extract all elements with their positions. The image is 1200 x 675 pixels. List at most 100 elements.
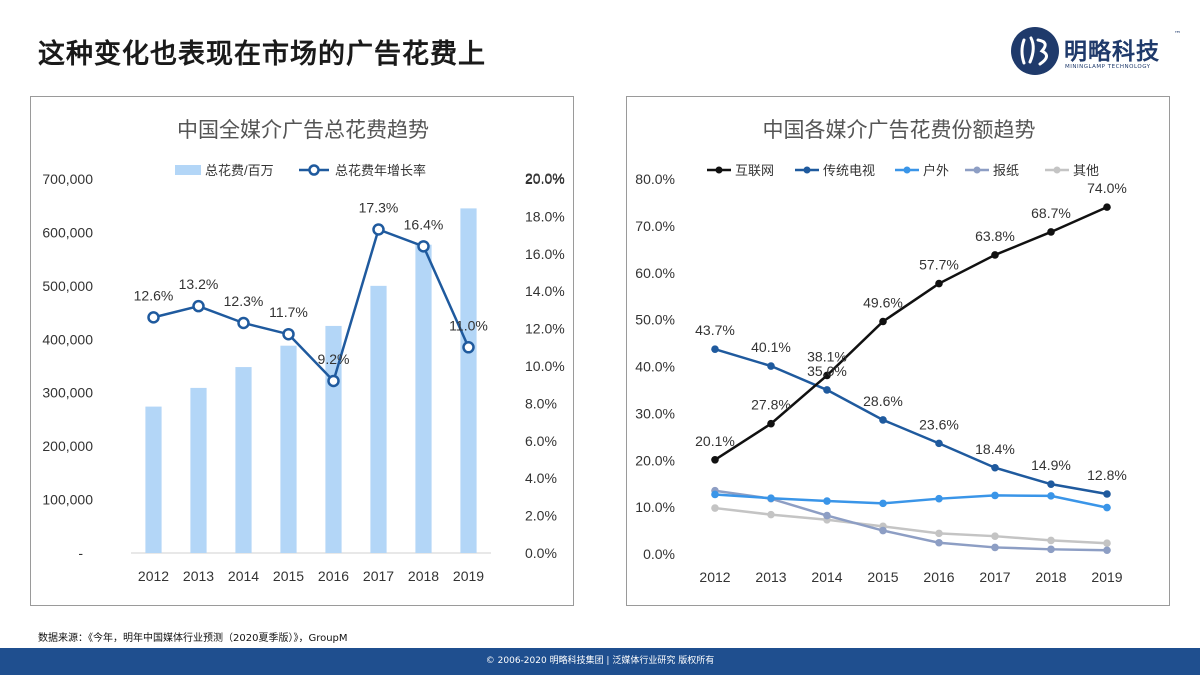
x-tick-label: 2017 (363, 568, 394, 584)
legend-label: 互联网 (735, 163, 774, 178)
legend-marker-growth (308, 164, 320, 176)
legend-label-bars: 总花费/百万 (205, 163, 274, 178)
series-point-other (1103, 539, 1111, 548)
y-left-tick-label: 300,000 (42, 385, 93, 401)
data-label-tv: 35.0% (807, 363, 847, 379)
x-tick-label: 2016 (318, 568, 349, 584)
growth-data-label: 9.2% (318, 351, 350, 367)
growth-point (462, 341, 475, 354)
series-point-internet (823, 371, 831, 380)
bar (370, 285, 387, 553)
x-tick-label: 2018 (1035, 569, 1066, 585)
y-left-tick-label: 600,000 (42, 224, 93, 240)
series-point-outdoor (991, 491, 999, 500)
series-point-tv (711, 345, 719, 353)
growth-data-label: 16.4% (404, 216, 444, 232)
x-tick-label: 2013 (755, 569, 786, 585)
series-point-internet (711, 455, 719, 464)
series-point-tv (1047, 480, 1055, 488)
series-point-tv (1103, 490, 1111, 498)
bar (190, 387, 207, 553)
y-tick-label: 10.0% (635, 499, 675, 515)
data-source-note: 数据来源：《今年，明年中国媒体行业预测（2020夏季版）》，GroupM (38, 633, 348, 644)
growth-point (327, 374, 340, 388)
x-tick-label: 2017 (979, 569, 1010, 585)
logo-name: 明略科技 (1064, 39, 1160, 65)
y-left-tick-label: 100,000 (42, 492, 93, 508)
growth-data-label: 11.7% (269, 304, 308, 320)
x-tick-label: 2016 (923, 569, 954, 585)
series-point-tv (991, 463, 999, 472)
y-left-tick-label: 400,000 (42, 331, 93, 347)
legend-label: 其他 (1073, 163, 1099, 178)
y-tick-label: 20.0% (635, 452, 675, 468)
series-point-internet (1047, 228, 1055, 236)
series-point-other (711, 504, 719, 512)
legend-swatch-bars (175, 165, 201, 175)
y-right-tick-label: 4.0% (525, 470, 557, 486)
x-tick-label: 2014 (228, 568, 259, 584)
logo-mark-icon (1011, 27, 1059, 75)
legend-label: 户外 (923, 163, 949, 178)
data-label-tv: 40.1% (751, 339, 791, 355)
data-label-tv: 43.7% (695, 322, 735, 338)
growth-point (372, 223, 385, 236)
series-point-other (1047, 536, 1055, 545)
series-point-other (935, 529, 943, 538)
data-label-tv: 14.9% (1031, 457, 1071, 473)
logo-subtitle: MININGLAMP TECHNOLOGY (1065, 64, 1151, 70)
data-label-tv: 12.8% (1087, 467, 1127, 483)
legend-marker (973, 166, 981, 174)
y-right-tick-label: 18.0% (525, 208, 565, 224)
media-share-chart-panel: 中国各媒介广告花费份额趋势 互联网 传统电视 户外 报纸 其他 0.0% 10.0% 20.0%… (626, 96, 1170, 606)
x-tick-label: 2015 (867, 569, 898, 585)
series-line-newspaper (714, 489, 1108, 552)
series-point-outdoor (711, 490, 719, 499)
y-tick-label: 70.0% (635, 218, 675, 234)
y-left-tick-label: - (78, 545, 83, 561)
legend-marker (1053, 166, 1061, 174)
series-point-tv (767, 362, 775, 370)
series-point-outdoor (823, 497, 831, 505)
y-tick-label: 40.0% (635, 359, 675, 375)
bar (145, 406, 162, 553)
growth-data-label: 17.3% (359, 199, 399, 215)
x-tick-label: 2015 (273, 568, 304, 584)
y-left-tick-label: 500,000 (42, 278, 93, 294)
series-point-other (991, 532, 999, 540)
x-tick-label: 2018 (408, 568, 439, 584)
y-right-tick-label: 8.0% (525, 395, 557, 411)
growth-line (153, 227, 470, 384)
series-point-tv (823, 386, 831, 394)
total-spend-chart-panel: 中国全媒介广告总花费趋势 总花费/百万 总花费年增长率 - 100,000 200,000… (30, 96, 574, 606)
chart-title: 中国各媒介广告花费份额趋势 (763, 119, 1036, 142)
series-line-internet (714, 205, 1108, 461)
y-right-tick-label: 20.0% (525, 171, 565, 187)
growth-data-label: 13.2% (179, 276, 219, 292)
data-label-internet: 49.6% (863, 295, 903, 311)
data-label-internet: 74.0% (1087, 180, 1127, 196)
y-left-tick-label: 200,000 (42, 438, 93, 454)
y-tick-label: 50.0% (635, 312, 675, 328)
series-line-tv (714, 347, 1108, 496)
growth-point (417, 240, 430, 253)
legend-label: 报纸 (993, 163, 1019, 178)
series-point-newspaper (1047, 545, 1055, 554)
series-point-internet (935, 279, 943, 288)
data-label-tv: 18.4% (975, 441, 1015, 457)
legend-marker (803, 166, 811, 174)
bar (460, 208, 477, 553)
series-point-internet (991, 251, 999, 259)
y-right-tick-label: 16.0% (525, 246, 565, 262)
data-label-internet: 63.8% (975, 228, 1015, 244)
series-point-newspaper (823, 511, 831, 520)
data-label-internet: 27.8% (751, 397, 791, 413)
bar (415, 244, 432, 553)
page-title: 这种变化也表现在市场的广告花费上 (38, 39, 486, 70)
data-label-tv: 28.6% (863, 393, 903, 409)
data-label-internet: 57.7% (919, 257, 959, 273)
series-point-outdoor (1047, 492, 1055, 500)
legend-marker (903, 166, 911, 174)
series-point-outdoor (767, 494, 775, 503)
series-point-newspaper (991, 543, 999, 552)
